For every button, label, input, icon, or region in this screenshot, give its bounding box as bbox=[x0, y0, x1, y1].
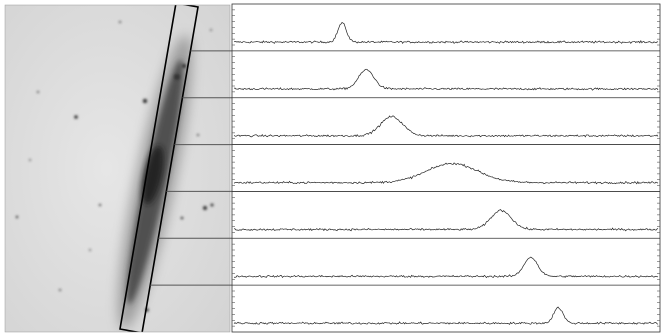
spectrum-panel bbox=[232, 191, 660, 233]
galaxy-image bbox=[5, 5, 230, 332]
spectrum-panel bbox=[232, 237, 660, 280]
spectrum-line bbox=[233, 306, 659, 325]
galaxy-core bbox=[142, 145, 164, 205]
spectrum-panel bbox=[232, 97, 660, 140]
spectra-frame bbox=[231, 3, 661, 333]
spectrum-line bbox=[233, 68, 659, 91]
spectrum-panel bbox=[232, 144, 660, 186]
spectrum-line bbox=[233, 115, 659, 138]
slit-connectors bbox=[150, 50, 232, 286]
spectrum-panel bbox=[232, 284, 660, 327]
spectrum-line bbox=[233, 256, 659, 279]
spectra-panels bbox=[231, 3, 661, 333]
spectrum-line bbox=[233, 162, 659, 185]
sky-background bbox=[5, 5, 230, 332]
spectrum-line bbox=[233, 209, 659, 232]
slit-box bbox=[119, 5, 199, 332]
image-frame bbox=[4, 4, 231, 333]
spectrum-panel bbox=[232, 9, 660, 46]
spectrum-panel bbox=[232, 50, 660, 93]
spectrum-line bbox=[233, 21, 659, 45]
